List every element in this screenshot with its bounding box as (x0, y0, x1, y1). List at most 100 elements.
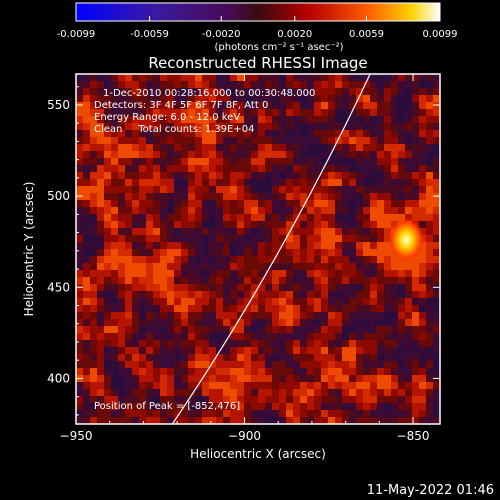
heatmap-cell (349, 151, 357, 159)
heatmap-cell (104, 256, 112, 264)
heatmap-cell (125, 417, 133, 424)
heatmap-cell (286, 270, 294, 278)
heatmap-cell (139, 368, 147, 376)
heatmap-cell (328, 305, 336, 313)
heatmap-cell (433, 235, 440, 243)
heatmap-cell (132, 347, 140, 355)
heatmap-cell (370, 354, 378, 362)
heatmap-cell (370, 249, 378, 257)
heatmap-cell (202, 298, 210, 306)
heatmap-cell (342, 270, 350, 278)
heatmap-cell (405, 95, 413, 103)
heatmap-cell (342, 298, 350, 306)
heatmap-cell (181, 235, 189, 243)
heatmap-cell (111, 319, 119, 327)
heatmap-cell (195, 410, 203, 418)
heatmap-cell (391, 200, 399, 208)
heatmap-cell (111, 305, 119, 313)
heatmap-cell (272, 235, 280, 243)
heatmap-cell (300, 123, 308, 131)
heatmap-cell (230, 410, 238, 418)
heatmap-cell (90, 291, 98, 299)
heatmap-cell (370, 312, 378, 320)
heatmap-cell (391, 305, 399, 313)
heatmap-cell (97, 186, 105, 194)
heatmap-cell (328, 74, 336, 82)
heatmap-cell (286, 109, 294, 117)
heatmap-cell (195, 88, 203, 96)
heatmap-cell (412, 151, 420, 159)
heatmap-cell (146, 417, 154, 424)
heatmap-cell (300, 235, 308, 243)
heatmap-cell (223, 116, 231, 124)
heatmap-cell (146, 277, 154, 285)
heatmap-cell (90, 158, 98, 166)
energy-range-text: Energy Range: 6.0 - 12.0 keV (94, 112, 240, 123)
heatmap-cell (104, 123, 112, 131)
heatmap-cell (195, 333, 203, 341)
heatmap-cell (412, 270, 420, 278)
heatmap-cell (209, 326, 217, 334)
heatmap-cell (335, 410, 343, 418)
heatmap-cell (244, 361, 252, 369)
heatmap-cell (244, 109, 252, 117)
heatmap-cell (370, 158, 378, 166)
heatmap-cell (293, 403, 301, 411)
heatmap-cell (293, 74, 301, 82)
heatmap-cell (391, 291, 399, 299)
heatmap-cell (398, 368, 406, 376)
heatmap-cell (90, 88, 98, 96)
heatmap-cell (412, 116, 420, 124)
heatmap-cell (412, 333, 420, 341)
heatmap-cell (412, 88, 420, 96)
heatmap-cell (349, 389, 357, 397)
heatmap-cell (223, 340, 231, 348)
heatmap-cell (314, 214, 322, 222)
heatmap-cell (314, 396, 322, 404)
heatmap-cell (419, 165, 427, 173)
heatmap-cell (419, 123, 427, 131)
heatmap-cell (384, 319, 392, 327)
heatmap-cell (216, 207, 224, 215)
heatmap-cell (272, 382, 280, 390)
heatmap-cell (111, 368, 119, 376)
heatmap-cell (363, 81, 371, 89)
heatmap-cell (237, 81, 245, 89)
heatmap-cell (244, 382, 252, 390)
heatmap-cell (209, 200, 217, 208)
heatmap-cell (391, 95, 399, 103)
heatmap-cell (97, 228, 105, 236)
heatmap-cell (76, 354, 84, 362)
heatmap-cell (237, 102, 245, 110)
heatmap-cell (195, 361, 203, 369)
heatmap-cell (335, 102, 343, 110)
heatmap-cell (314, 102, 322, 110)
heatmap-cell (209, 88, 217, 96)
heatmap-cell (377, 130, 385, 138)
heatmap-cell (314, 361, 322, 369)
heatmap-cell (125, 291, 133, 299)
heatmap-cell (83, 186, 91, 194)
heatmap-cell (272, 214, 280, 222)
heatmap-cell (293, 144, 301, 152)
heatmap-cell (258, 305, 266, 313)
heatmap-cell (216, 417, 224, 424)
heatmap-cell (363, 116, 371, 124)
heatmap-cell (146, 95, 154, 103)
heatmap-cell (342, 354, 350, 362)
heatmap-cell (286, 116, 294, 124)
heatmap-cell (209, 256, 217, 264)
heatmap-cell (83, 298, 91, 306)
heatmap-cell (90, 235, 98, 243)
heatmap-cell (433, 130, 440, 138)
heatmap-cell (307, 305, 315, 313)
heatmap-cell (181, 284, 189, 292)
heatmap-cell (377, 417, 385, 424)
heatmap-cell (223, 319, 231, 327)
heatmap-cell (419, 116, 427, 124)
heatmap-cell (167, 368, 175, 376)
heatmap-cell (384, 158, 392, 166)
heatmap-cell (223, 228, 231, 236)
heatmap-cell (321, 81, 329, 89)
heatmap-cell (335, 207, 343, 215)
